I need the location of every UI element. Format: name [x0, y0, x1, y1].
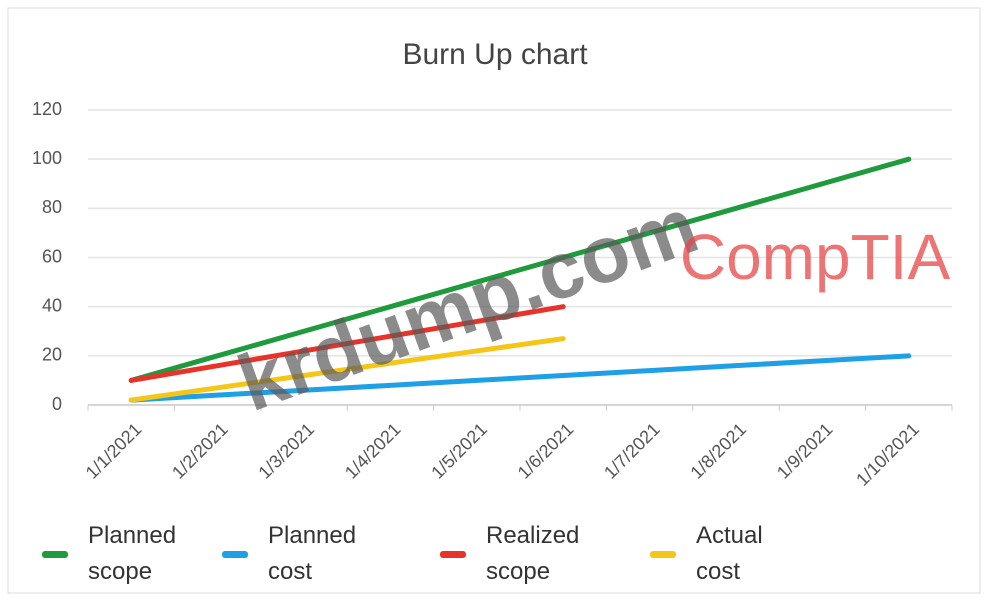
x-tick-label: 1/8/2021: [686, 419, 750, 483]
legend-swatch: [440, 550, 466, 558]
y-tick-label: 100: [32, 148, 62, 168]
x-tick-label: 1/3/2021: [254, 419, 318, 483]
x-tick-label: 1/5/2021: [427, 419, 491, 483]
y-tick-label: 80: [42, 197, 62, 217]
legend-swatch: [222, 550, 248, 558]
x-tick-label: 1/7/2021: [600, 419, 664, 483]
legend-item: Planned cost: [222, 518, 378, 590]
series-line: [128, 304, 566, 383]
legend-label: Planned cost: [268, 522, 357, 585]
legend-label: Realized scope: [486, 522, 580, 585]
legend-swatch: [42, 550, 68, 558]
series-line: [128, 353, 912, 403]
y-tick-label: 20: [42, 345, 62, 365]
chart-border: [7, 7, 981, 594]
watermark: CompTIA: [680, 221, 951, 293]
y-tick-label: 40: [42, 295, 62, 315]
legend-label: Planned scope: [88, 522, 177, 585]
x-tick-label: 1/6/2021: [514, 419, 578, 483]
legend-item: Actual cost: [650, 518, 806, 590]
series-line: [128, 336, 566, 403]
legend-label: Actual cost: [696, 522, 763, 585]
x-tick-label: 1/10/2021: [852, 419, 923, 490]
x-tick-label: 1/9/2021: [773, 419, 837, 483]
legend-item: Planned scope: [42, 518, 198, 590]
x-tick-label: 1/4/2021: [341, 419, 405, 483]
watermark: krdump.com: [227, 180, 709, 428]
series-line: [128, 156, 912, 383]
legend-item: Realized scope: [440, 518, 596, 590]
y-tick-label: 60: [42, 246, 62, 266]
chart-title: Burn Up chart: [402, 38, 588, 71]
y-tick-label: 0: [52, 394, 62, 414]
y-tick-label: 120: [32, 99, 62, 119]
legend-swatch: [650, 550, 676, 558]
x-tick-label: 1/2/2021: [168, 419, 232, 483]
x-tick-label: 1/1/2021: [82, 419, 146, 483]
